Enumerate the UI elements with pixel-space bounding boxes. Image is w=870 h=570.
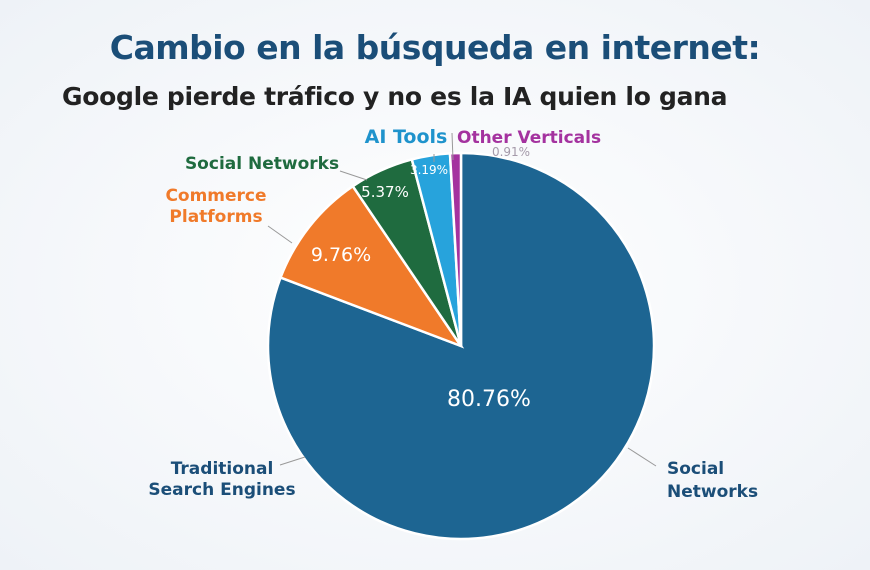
value-label-3: 3.19% bbox=[410, 163, 448, 177]
category-label-4: Other Verticals bbox=[457, 128, 601, 148]
leader-line-extra bbox=[627, 447, 657, 467]
value-label-2: 5.37% bbox=[361, 183, 409, 201]
category-label-3: AI Tools bbox=[365, 126, 448, 148]
leader-line-2 bbox=[339, 170, 368, 181]
category-label-0: Traditional Search Engines bbox=[148, 459, 295, 500]
value-label-1: 9.76% bbox=[311, 244, 371, 266]
chart-subtitle: Google pierde tráfico y no es la IA quie… bbox=[62, 82, 728, 111]
leader-line-4 bbox=[451, 132, 454, 161]
extra-label: Social Networks bbox=[667, 459, 758, 502]
leader-line-0 bbox=[279, 456, 306, 466]
pie-slice-0 bbox=[266, 151, 656, 541]
value-label-4: 0.91% bbox=[492, 145, 530, 159]
chart-title: Cambio en la búsqueda en internet: bbox=[109, 28, 761, 67]
pie-slice-4 bbox=[448, 151, 463, 347]
pie-slice-1 bbox=[278, 184, 465, 349]
category-label-2: Social Networks bbox=[185, 154, 339, 174]
value-label-0: 80.76% bbox=[447, 387, 531, 412]
category-label-1: Commerce Platforms bbox=[165, 186, 266, 227]
leader-line-1 bbox=[267, 225, 293, 244]
